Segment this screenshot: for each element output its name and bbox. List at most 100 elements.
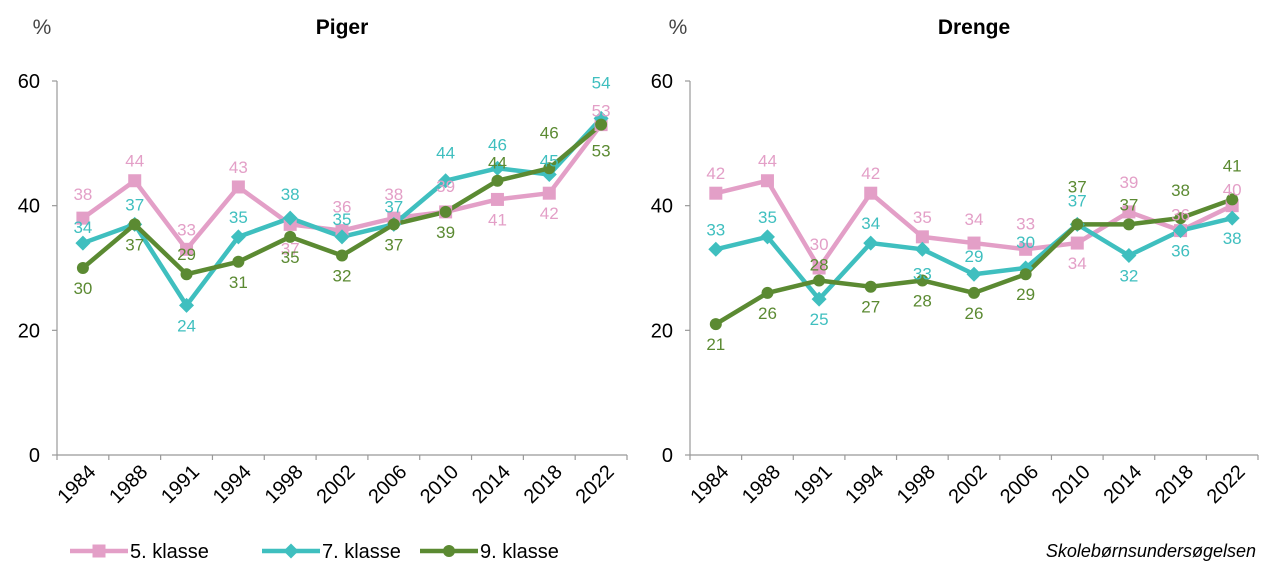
panel-1-series-0-label-10: 40	[1223, 181, 1242, 200]
panel-0-xtick-label-3: 1994	[209, 461, 256, 508]
panel-1-series-0-label-6: 33	[1016, 214, 1035, 233]
panel-0-ytick-label-3: 60	[18, 71, 40, 93]
panel-1-series-0-point-6	[1019, 242, 1033, 256]
panel-0-series-0-point-0	[76, 211, 90, 225]
panel-0-series-1-label-3: 35	[229, 208, 248, 227]
source-note: Skolebørnsundersøgelsen	[1046, 541, 1256, 561]
panel-1-series-2-point-7	[1071, 218, 1084, 231]
panel-1-xtick-label-3: 1994	[841, 461, 888, 508]
panel-1-series-1-label-1: 35	[758, 208, 777, 227]
panel-0-series-2-point-3	[232, 255, 245, 268]
panel-1-series-1-label-2: 25	[810, 310, 829, 329]
panel-1-xtick-label-5: 2002	[945, 461, 992, 508]
panel-1-series-2-point-8	[1122, 218, 1135, 231]
panel-1-series-2-label-2: 28	[810, 255, 829, 274]
panel-1-series-1-point-1	[759, 229, 775, 245]
panel-0-series-1-label-4: 38	[281, 185, 300, 204]
panel-0-xtick-label-9: 2018	[520, 461, 567, 508]
panel-1-series-0-point-3	[864, 186, 878, 200]
panel-1-series-2-label-3: 27	[861, 298, 880, 317]
panel-0-series-0-label-7: 39	[436, 177, 455, 196]
panel-1-series-2-label-5: 26	[965, 304, 984, 323]
panel-1-ytick-label-3: 60	[651, 71, 673, 93]
panel-0-xtick-label-7: 2010	[416, 461, 463, 508]
panel-0-series-2-label-3: 31	[229, 273, 248, 292]
panel-1-xtick-label-2: 1991	[790, 461, 837, 508]
panel-0-series-0-point-1	[128, 174, 142, 188]
panel-0-series-1-label-1: 37	[125, 195, 144, 214]
panel-0-series-2-label-1: 37	[125, 235, 144, 254]
panel-0-series-2-point-10	[595, 118, 608, 131]
panel-1-series-2-point-3	[864, 280, 877, 293]
panel-1-series-2-label-0: 21	[706, 335, 725, 354]
legend-2-marker	[443, 545, 455, 557]
panel-0-title: Piger	[316, 16, 369, 39]
panel-0-series-2-point-9	[543, 162, 556, 175]
panel-1-ytick-label-1: 20	[651, 320, 673, 342]
panel-1-series-2-point-5	[968, 286, 980, 299]
panel-1-series-2-label-7: 37	[1068, 177, 1087, 196]
panel-1-series-1-point-0	[708, 241, 724, 257]
panel-0-series-0-point-2	[180, 242, 194, 256]
panel-0-series-2-label-2: 29	[177, 245, 196, 264]
legend-0-label: 5. klasse	[130, 541, 209, 563]
panel-0-series-1-point-8	[489, 160, 505, 176]
panel-1-series-0-point-2	[812, 261, 826, 275]
panel-1-xtick-label-8: 2014	[1099, 461, 1146, 508]
panel-0-series-0-label-10: 53	[592, 102, 611, 121]
panel-0-series-1-label-10: 54	[592, 73, 611, 92]
panel-0-series-0-point-9	[542, 186, 556, 200]
panel-1-series-1-label-10: 38	[1223, 229, 1242, 248]
panel-1-series-1-label-0: 33	[706, 220, 725, 239]
panel-1-series-1-label-4: 33	[913, 264, 932, 283]
panel-0-xtick-label-4: 1998	[261, 461, 308, 508]
panel-0-xtick-label-8: 2014	[468, 461, 515, 508]
panel-0-series-2-label-7: 39	[436, 223, 455, 242]
panel-0-series-1-point-2	[179, 297, 195, 313]
panel-0-series-2-label-0: 30	[73, 279, 92, 298]
panel-1-series-2-label-9: 38	[1171, 181, 1190, 200]
panel-1-xtick-label-9: 2018	[1151, 461, 1198, 508]
panel-1-series-0-point-1	[760, 174, 774, 188]
panel-1-series-0-point-4	[915, 230, 929, 244]
panel-1-series-2-point-9	[1174, 212, 1187, 225]
panel-0-series-2-point-8	[491, 174, 504, 187]
panel-0-series-2-label-6: 37	[384, 235, 403, 254]
panel-1-series-2-point-1	[761, 286, 774, 299]
panel-1-series-2-point-10	[1226, 193, 1239, 206]
panel-0-series-2-label-8: 44	[488, 154, 507, 173]
panel-1-title: Drenge	[938, 16, 1010, 39]
panel-1-series-0-label-9: 36	[1171, 206, 1190, 225]
panel-0-series-0-label-1: 44	[125, 152, 144, 171]
panel-0-xtick-label-5: 2002	[313, 461, 360, 508]
panel-0-series-1-label-0: 34	[73, 218, 92, 237]
panel-0-series-0-point-8	[490, 192, 504, 206]
panel-1-xtick-label-10: 2022	[1203, 461, 1250, 508]
panel-1-series-2-label-6: 29	[1016, 285, 1035, 304]
panel-0-series-2-label-10: 53	[592, 142, 611, 161]
panel-1-series-0-label-5: 34	[965, 210, 984, 229]
panel-1-series-1-point-9	[1173, 223, 1189, 239]
panel-0-series-0-label-4: 37	[281, 239, 300, 258]
panel-0-series-0-label-0: 38	[73, 185, 92, 204]
panel-1-xtick-label-6: 2006	[996, 461, 1043, 508]
panel-0-series-0-label-5: 36	[333, 198, 352, 217]
panel-1-series-2-label-1: 26	[758, 304, 777, 323]
panel-1-series-1-point-3	[863, 235, 879, 251]
panel-1-series-0-label-3: 42	[861, 164, 880, 183]
panel-0-series-1-label-6: 37	[384, 197, 403, 216]
panel-1-series-1-point-4	[914, 241, 930, 257]
panel-0-series-1-label-5: 35	[333, 210, 352, 229]
panel-1-series-1-point-5	[966, 266, 982, 282]
panel-1-series-1-point-8	[1121, 248, 1137, 264]
panel-1-series-1-label-7: 37	[1068, 191, 1087, 210]
legend-1-label: 7. klasse	[322, 541, 401, 563]
panel-1-xtick-label-4: 1998	[893, 461, 940, 508]
legend-2-label: 9. klasse	[480, 541, 559, 563]
panel-0-series-2-point-5	[336, 249, 348, 262]
panel-1-series-0-label-8: 39	[1119, 173, 1138, 192]
panel-0-series-1-point-4	[282, 210, 298, 226]
panel-0-ytick-label-0: 0	[29, 445, 40, 467]
